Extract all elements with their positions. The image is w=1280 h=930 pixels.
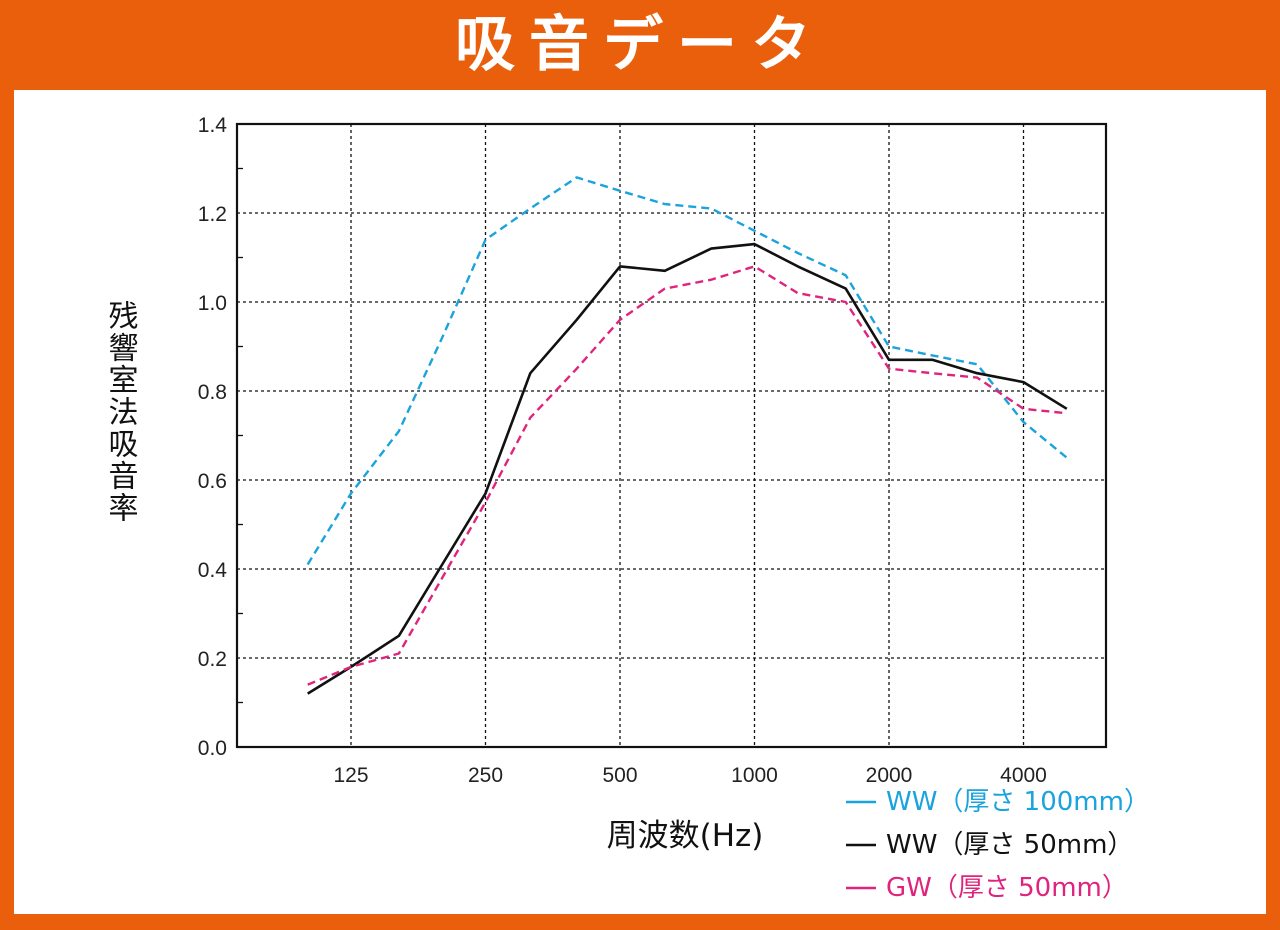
x-tick-label: 4000	[1000, 764, 1047, 787]
series-gw-50mm-line	[307, 265, 1067, 686]
y-tick-label: 1.0	[198, 292, 227, 315]
y-tick-label: 1.4	[198, 114, 228, 137]
page-title: 吸音データ	[455, 10, 825, 80]
x-axis-label: 周波数(Hz)	[607, 818, 764, 854]
y-tick-label: 0.6	[198, 470, 227, 493]
series-ww-100mm-line	[306, 176, 1068, 566]
y-tick-label: 0.2	[198, 648, 227, 671]
x-tick-label: 1000	[731, 764, 778, 787]
legend-gw-50mm-label: GW（厚さ 50mm）	[886, 873, 1128, 903]
plot-border	[235, 122, 1108, 749]
legend-ww-100mm-label: WW（厚さ 100mm）	[886, 787, 1150, 817]
x-tick-label: 125	[333, 764, 368, 787]
series-ww-50mm-line	[307, 242, 1068, 695]
y-tick-label: 0.8	[198, 381, 227, 404]
chart-panel	[14, 90, 1266, 914]
y-tick-label: 0.0	[198, 737, 227, 760]
y-tick-label: 1.2	[198, 203, 227, 226]
y-tick-label: 0.4	[198, 559, 228, 582]
y-axis-label: 残響室法吸音率	[103, 300, 139, 524]
legend-ww-50mm-label: WW（厚さ 50mm）	[886, 830, 1133, 860]
x-tick-label: 500	[602, 764, 637, 787]
x-tick-label: 250	[468, 764, 503, 787]
x-tick-label: 2000	[866, 764, 913, 787]
